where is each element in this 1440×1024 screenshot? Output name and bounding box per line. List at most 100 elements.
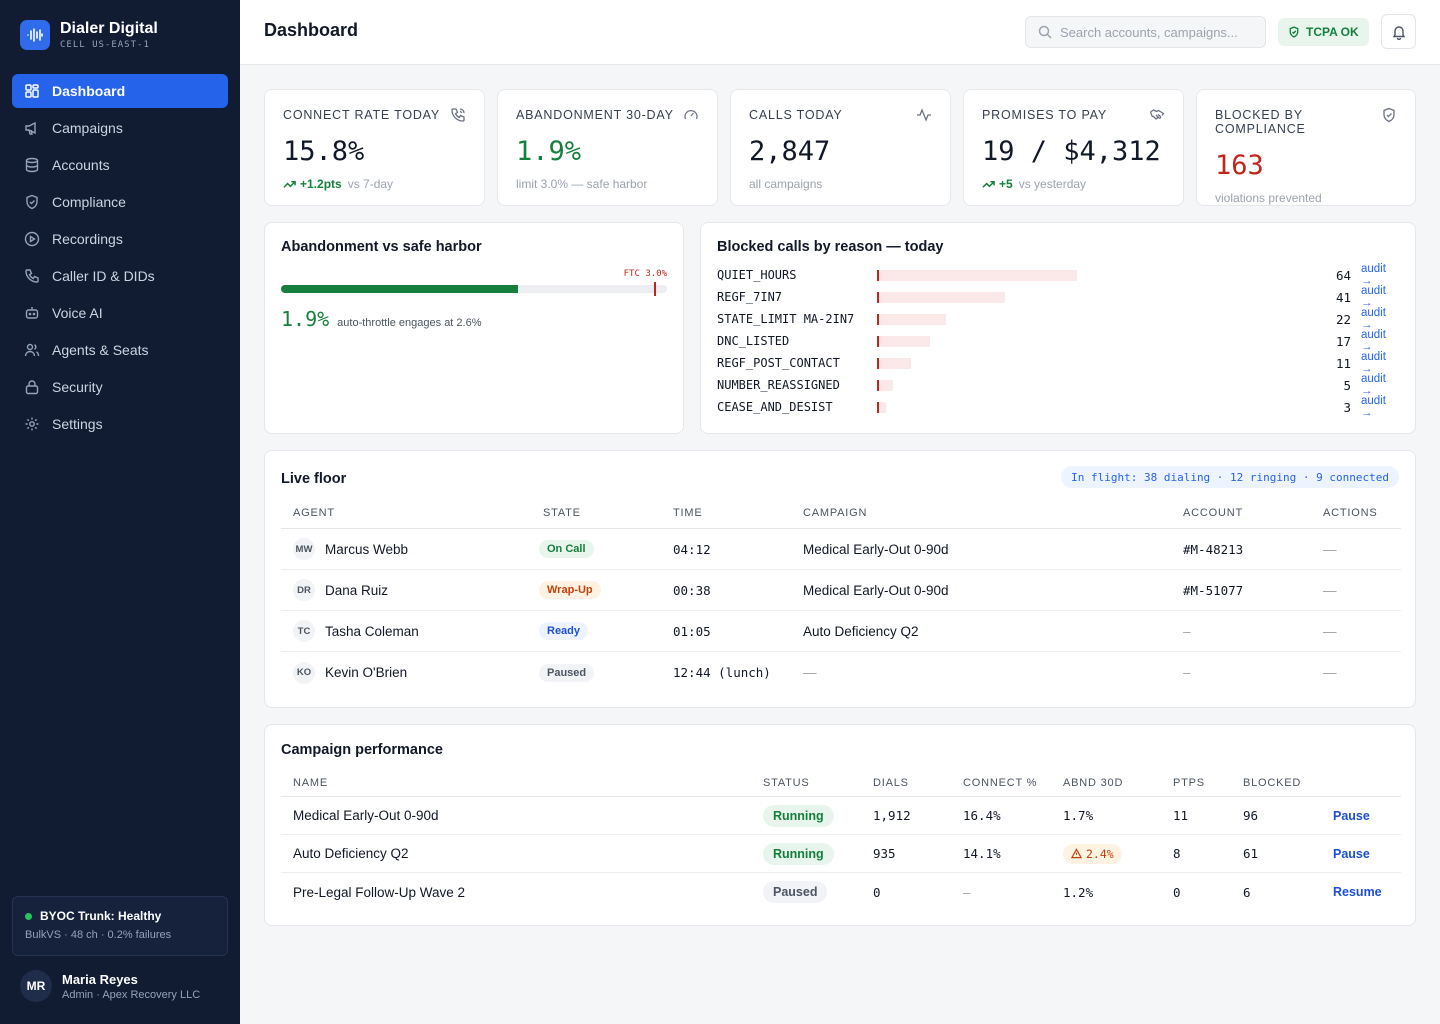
audit-link[interactable]: audit →: [1361, 307, 1386, 331]
actions-cell[interactable]: —: [1323, 541, 1337, 557]
audit-link[interactable]: audit →: [1361, 395, 1386, 419]
sidebar-item-label: Security: [52, 379, 103, 395]
kpi-promises-to-pay: PROMISES TO PAY 19 / $4,312 +5 vs yester…: [963, 89, 1184, 206]
table-row[interactable]: MW Marcus Webb On Call 04:12 Medical Early-O…: [281, 529, 1401, 570]
actions-cell[interactable]: —: [1323, 665, 1337, 680]
table-row[interactable]: KO Kevin O'Brien Paused 12:44 (lunch) — — —: [281, 652, 1401, 693]
status-badge: Paused: [539, 663, 595, 682]
pause-button[interactable]: Pause: [1333, 808, 1370, 823]
status-badge: Running: [763, 842, 834, 865]
campaign-cell: —: [803, 665, 817, 680]
account-cell: #M-51077: [1183, 582, 1244, 598]
kpi-value: 1.9%: [516, 136, 582, 167]
connect-cell: —: [963, 884, 971, 900]
resume-button[interactable]: Resume: [1333, 885, 1382, 899]
table-row[interactable]: Pre-Legal Follow-Up Wave 2 Paused 0 — 1.2% 0 6…: [281, 873, 1401, 911]
search-placeholder: Search accounts, campaigns...: [1060, 24, 1238, 40]
app-cell: CELL US-EAST-1: [60, 40, 150, 50]
search-input[interactable]: Search accounts, campaigns...: [1025, 16, 1266, 48]
kpi-sub: vs yesterday: [1018, 177, 1087, 191]
sidebar-item-recordings[interactable]: Recordings: [12, 222, 228, 256]
sidebar-item-caller-id[interactable]: Caller ID & DIDs: [12, 259, 228, 293]
dials-cell: 0: [873, 884, 881, 900]
sidebar-item-accounts[interactable]: Accounts: [12, 148, 228, 182]
sidebar-item-voice-ai[interactable]: Voice AI: [12, 296, 228, 330]
campaign-table: NAME STATUS DIALS CONNECT % ABND 30D PTP…: [281, 769, 1401, 911]
kpi-delta: +1.2pts: [300, 177, 342, 191]
page-title: Dashboard: [264, 20, 359, 40]
notifications-button[interactable]: [1381, 14, 1416, 49]
blocked-reason-row: DNC_LISTED 17 audit →: [717, 329, 1400, 353]
account-cell: —: [1183, 665, 1191, 680]
trunk-title: BYOC Trunk: Healthy: [40, 909, 162, 923]
sidebar-item-campaigns[interactable]: Campaigns: [12, 111, 228, 145]
pause-button[interactable]: Pause: [1333, 846, 1370, 861]
column-header[interactable]: ABND 30D: [1063, 777, 1124, 789]
sidebar-item-label: Agents & Seats: [52, 342, 149, 358]
reason-count: 3: [1343, 399, 1351, 415]
actions-cell[interactable]: —: [1323, 623, 1337, 639]
column-header[interactable]: DIALS: [873, 777, 909, 789]
reason-count: 17: [1335, 333, 1351, 349]
table-row[interactable]: Medical Early-Out 0-90d Running 1,912 16.4%…: [281, 797, 1401, 835]
column-header[interactable]: PTPS: [1173, 777, 1205, 789]
audit-link[interactable]: audit →: [1361, 263, 1386, 287]
status-badge: Running: [763, 804, 834, 827]
tcpa-status-badge[interactable]: TCPA OK: [1278, 18, 1369, 46]
sidebar-item-security[interactable]: Security: [12, 370, 228, 404]
abandonment-bar-fill: [281, 285, 518, 293]
campaign-name: Pre-Legal Follow-Up Wave 2: [293, 884, 466, 900]
reason-bar: [877, 401, 887, 413]
trunk-status-card[interactable]: BYOC Trunk: Healthy BulkVS · 48 ch · 0.2…: [12, 896, 228, 956]
kpi-label: CONNECT RATE TODAY: [283, 108, 441, 122]
audit-link[interactable]: audit →: [1361, 329, 1386, 353]
reason-bar: [877, 291, 1006, 303]
audit-link[interactable]: audit →: [1361, 351, 1386, 375]
column-header[interactable]: CAMPAIGN: [803, 507, 868, 519]
kpi-sub: all campaigns: [749, 177, 823, 191]
activity-icon: [916, 107, 932, 123]
user-role: Admin · Apex Recovery LLC: [62, 988, 201, 1001]
column-header[interactable]: CONNECT %: [963, 777, 1038, 789]
blocked-cell: 61: [1243, 846, 1259, 861]
reason-bar-marker: [877, 357, 879, 369]
brand[interactable]: Dialer Digital CELL US-EAST-1: [20, 20, 158, 50]
column-header[interactable]: STATE: [543, 507, 581, 519]
sidebar-item-agents[interactable]: Agents & Seats: [12, 333, 228, 367]
user-profile[interactable]: MR Maria Reyes Admin · Apex Recovery LLC: [20, 970, 200, 1002]
table-row[interactable]: TC Tasha Coleman Ready 01:05 Auto Deficiency…: [281, 611, 1401, 652]
reason-bar-marker: [877, 335, 879, 347]
column-header[interactable]: TIME: [673, 507, 703, 519]
kpi-sub: vs 7-day: [347, 177, 394, 191]
shield-check-icon: [1288, 26, 1300, 38]
blocked-reason-row: REGF_7IN7 41 audit →: [717, 285, 1400, 309]
status-cell: Paused: [763, 873, 828, 911]
sidebar-item-compliance[interactable]: Compliance: [12, 185, 228, 219]
database-icon: [24, 157, 40, 173]
agent-name: Kevin O'Brien: [325, 665, 408, 680]
reason-bar: [877, 335, 931, 347]
kpi-label: ABANDONMENT 30-DAY: [516, 108, 674, 122]
state-cell: On Call: [539, 529, 594, 569]
sidebar-item-dashboard[interactable]: Dashboard: [12, 74, 228, 108]
column-header[interactable]: ACTIONS: [1323, 507, 1378, 519]
table-row[interactable]: DR Dana Ruiz Wrap-Up 00:38 Medical Early-Out…: [281, 570, 1401, 611]
agent-cell: TC Tasha Coleman: [293, 611, 419, 651]
audit-link[interactable]: audit →: [1361, 285, 1386, 309]
section-title: Campaign performance: [281, 742, 443, 758]
column-header[interactable]: STATUS: [763, 777, 810, 789]
kpi-value: 19 / $4,312: [982, 136, 1161, 167]
audit-link[interactable]: audit →: [1361, 373, 1386, 397]
app-name: Dialer Digital: [60, 20, 158, 37]
bot-icon: [24, 305, 40, 321]
column-header[interactable]: BLOCKED: [1243, 777, 1302, 789]
actions-cell[interactable]: —: [1323, 582, 1337, 598]
campaign-cell: Auto Deficiency Q2: [803, 623, 919, 639]
table-row[interactable]: Auto Deficiency Q2 Running 935 14.1% 2.4% 8 61…: [281, 835, 1401, 873]
account-cell: #M-48213: [1183, 541, 1244, 557]
sidebar-item-settings[interactable]: Settings: [12, 407, 228, 441]
column-header[interactable]: ACCOUNT: [1183, 507, 1243, 519]
column-header[interactable]: NAME: [293, 777, 328, 789]
column-header[interactable]: AGENT: [293, 507, 335, 519]
campaign-name: Medical Early-Out 0-90d: [293, 808, 439, 823]
